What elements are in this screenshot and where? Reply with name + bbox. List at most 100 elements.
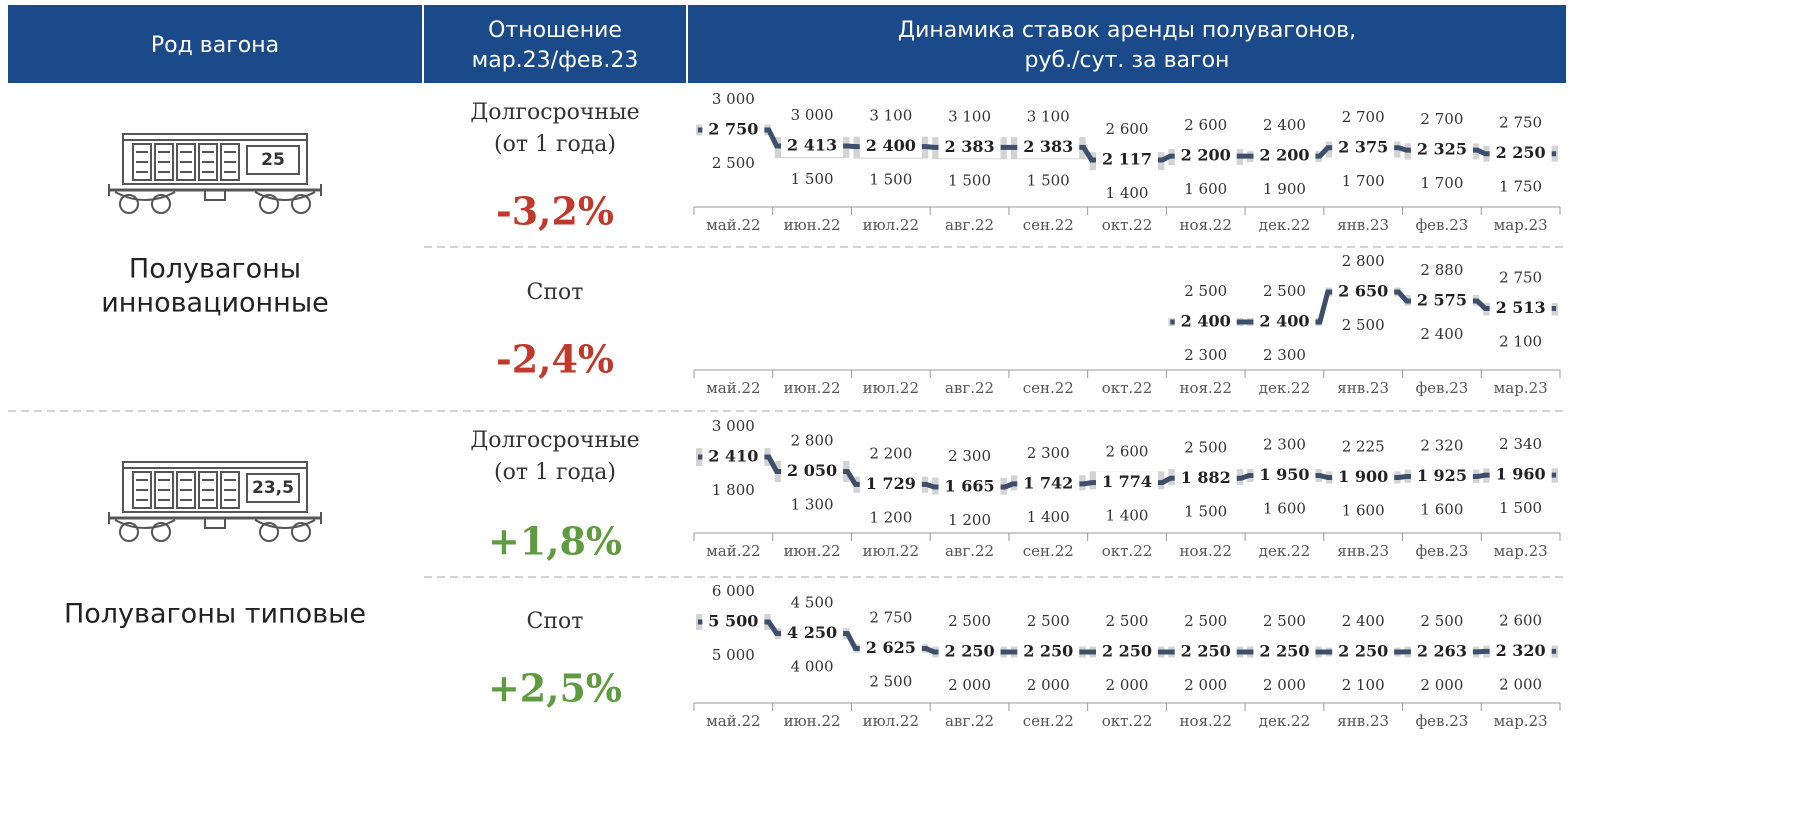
- value-label: 1 960: [1496, 465, 1546, 484]
- label-bg: [1253, 464, 1316, 487]
- low-label: 2 000: [948, 676, 991, 694]
- header-cell: Отношение: [488, 18, 622, 43]
- low-label: 1 500: [1184, 502, 1227, 520]
- value-label: 2 325: [1417, 140, 1467, 159]
- wheel: [259, 194, 279, 214]
- label-bg: [1174, 467, 1237, 490]
- value-label: 1 900: [1338, 467, 1388, 486]
- high-label: 2 600: [1106, 443, 1149, 461]
- value-label: 2 513: [1496, 298, 1546, 317]
- label-bg: [702, 119, 765, 141]
- high-label: 2 500: [1184, 612, 1227, 630]
- term: Долгосрочные: [470, 100, 639, 125]
- x-tick-label: янв.23: [1337, 379, 1389, 397]
- badge: 23,5: [252, 478, 294, 498]
- x-tick-label: июл.22: [863, 379, 919, 397]
- group-name: инновационные: [101, 288, 329, 319]
- value-label: 1 950: [1259, 465, 1309, 484]
- label-bg: [1253, 641, 1316, 663]
- low-label: 1 200: [869, 508, 912, 526]
- low-label: 1 700: [1420, 174, 1463, 192]
- value-label: 2 250: [1259, 642, 1309, 661]
- high-label: 3 000: [712, 90, 755, 108]
- low-label: 2 400: [1420, 325, 1463, 343]
- label-bg: [1174, 145, 1237, 168]
- high-label: 3 000: [791, 106, 834, 124]
- high-label: 2 300: [1027, 444, 1070, 462]
- car-step: [204, 517, 226, 529]
- high-label: 2 500: [1106, 612, 1149, 630]
- label-bg: [1489, 464, 1552, 487]
- x-tick-label: ноя.22: [1180, 379, 1232, 397]
- header-bar: [8, 5, 1566, 83]
- high-label: 2 400: [1263, 116, 1306, 134]
- label-bg: [1489, 297, 1552, 320]
- x-tick-label: мар.23: [1494, 712, 1548, 730]
- value-label: 2 400: [866, 136, 916, 155]
- x-tick-label: май.22: [706, 216, 760, 234]
- x-tick-label: окт.22: [1102, 542, 1153, 560]
- high-label: 2 500: [1027, 612, 1070, 630]
- value-label: 2 650: [1338, 282, 1388, 301]
- label-bg: [1410, 640, 1473, 663]
- x-tick-label: авг.22: [945, 379, 994, 397]
- low-label: 1 600: [1342, 502, 1385, 520]
- high-label: 2 500: [1263, 612, 1306, 630]
- bogie: [114, 191, 176, 201]
- high-label: 4 500: [791, 594, 834, 612]
- value-label: 2 250: [1181, 642, 1231, 661]
- x-tick-label: фев.23: [1415, 712, 1468, 730]
- wheel: [291, 194, 311, 214]
- group-name: Полувагоны типовые: [64, 599, 366, 630]
- value-label: 1 729: [866, 474, 916, 493]
- x-tick-label: июл.22: [863, 542, 919, 560]
- value-label: 5 500: [708, 612, 758, 631]
- label-bg: [1332, 641, 1395, 663]
- high-label: 2 800: [791, 431, 834, 449]
- label-bg: [781, 622, 844, 645]
- value-label: 2 320: [1496, 641, 1546, 660]
- value-label: 2 250: [944, 642, 994, 661]
- label-bg: [781, 134, 844, 157]
- high-label: 2 750: [1499, 268, 1542, 286]
- wheel: [119, 522, 139, 542]
- label-bg: [1489, 142, 1552, 165]
- car-panel: [220, 143, 240, 181]
- railcar-icon: 23,5: [108, 461, 322, 542]
- badge-box: [246, 473, 300, 503]
- high-label: 2 500: [948, 612, 991, 630]
- x-tick-label: дек.22: [1259, 712, 1310, 730]
- wheel: [119, 194, 139, 214]
- high-label: 2 500: [1184, 282, 1227, 300]
- label-bg: [1017, 472, 1080, 495]
- high-label: 6 000: [712, 582, 755, 600]
- value-label: 2 400: [1181, 312, 1231, 331]
- x-tick-label: сен.22: [1023, 712, 1074, 730]
- car-panel: [154, 143, 174, 181]
- term: (от 1 года): [494, 460, 616, 485]
- value-label: 2 250: [1023, 642, 1073, 661]
- high-label: 2 880: [1420, 261, 1463, 279]
- label-bg: [859, 135, 922, 158]
- high-label: 2 500: [1263, 282, 1306, 300]
- car-body: [122, 461, 308, 513]
- label-bg: [1410, 290, 1473, 312]
- low-label: 5 000: [712, 646, 755, 664]
- x-tick-label: авг.22: [945, 216, 994, 234]
- high-label: 2 700: [1420, 110, 1463, 128]
- low-label: 2 000: [1184, 676, 1227, 694]
- low-label: 2 000: [1420, 676, 1463, 694]
- high-label: 2 750: [1499, 114, 1542, 132]
- x-tick-label: мар.23: [1494, 216, 1548, 234]
- low-label: 1 400: [1106, 184, 1149, 202]
- x-tick-label: окт.22: [1102, 216, 1153, 234]
- car-panel: [132, 143, 152, 181]
- car-panel: [176, 143, 196, 181]
- low-label: 2 100: [1342, 676, 1385, 694]
- label-bg: [1253, 145, 1316, 168]
- x-tick-label: май.22: [706, 542, 760, 560]
- high-label: 3 000: [712, 417, 755, 435]
- value-label: 1 742: [1023, 473, 1073, 492]
- value-label: 2 200: [1181, 146, 1231, 165]
